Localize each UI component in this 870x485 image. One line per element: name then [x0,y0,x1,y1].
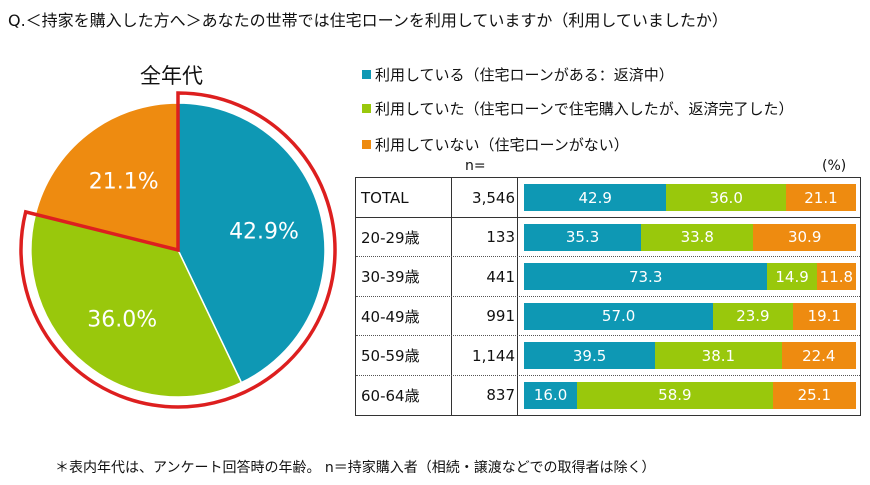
bar-segment-not-used: 25.1 [772,381,856,409]
bar-data-label: 19.1 [807,307,841,325]
table-row: 20-29歳 133 35.3 33.8 30.9 [356,216,860,258]
table-row: 50-59歳 1,144 39.5 38.1 22.4 [356,335,860,376]
row-n: 1,144 [472,346,515,365]
pie-slice-not-used [34,102,179,251]
bar-data-label: 73.3 [628,267,663,286]
bar-segment-not-used: 22.4 [781,342,856,369]
legend-swatch-using [362,70,371,79]
bar-data-label: 38.1 [701,346,736,365]
stacked-bar: 39.5 38.1 22.4 [524,342,856,369]
stacked-bar: 73.3 14.9 11.8 [524,263,856,290]
bar-data-label: 14.9 [775,267,809,286]
footnote: ＊表内年代は、アンケート回答時の年齢。 n＝持家購入者（相続・譲渡などでの取得者… [55,460,656,476]
unit-label: (%) [822,158,847,174]
bar-segment-used: 38.1 [655,342,782,369]
stacked-bar: 42.9 36.0 21.1 [524,184,856,211]
bar-segment-using: 73.3 [524,263,768,290]
table-row: 40-49歳 991 57.0 23.9 19.1 [356,295,860,337]
bar-segment-used: 36.0 [666,184,786,211]
bar-segment-using: 57.0 [524,302,714,330]
pie-title: 全年代 [140,64,203,88]
pie-data-label: 21.1% [89,169,159,194]
legend-label: 利用している（住宅ローンがある：返済中） [375,66,674,84]
bar-segment-not-used: 21.1 [785,184,856,211]
table-row: 60-64歳 837 16.0 58.9 25.1 [356,374,860,416]
table-row: 30-39歳 441 73.3 14.9 11.8 [356,256,860,297]
bar-data-label: 23.9 [736,307,770,325]
row-n: 991 [486,307,515,326]
legend-label: 利用していた（住宅ローンで住宅購入したが、返済完了した） [375,100,794,118]
row-label: 40-49歳 [361,307,420,326]
bar-segment-used: 33.8 [641,223,754,251]
bar-segment-not-used: 30.9 [753,223,856,251]
bar-segment-used: 58.9 [577,381,773,409]
pie-chart: 42.9% 36.0% 21.1% [19,91,337,409]
row-label: TOTAL [361,188,409,207]
bar-segment-not-used: 11.8 [816,263,856,290]
table-row: TOTAL 3,546 42.9 36.0 21.1 [356,178,860,218]
bar-segment-using: 39.5 [524,342,656,369]
column-divider [517,178,518,415]
row-label: 20-29歳 [361,228,420,247]
row-label: 50-59歳 [361,347,420,366]
bar-data-label: 57.0 [601,307,636,325]
legend-swatch-not-used [362,140,371,149]
bar-segment-using: 35.3 [524,223,642,251]
row-n: 441 [486,267,515,286]
n-header: n= [465,158,486,174]
bar-data-label: 36.0 [709,188,743,207]
bar-data-label: 25.1 [797,386,832,404]
row-n: 133 [486,228,515,247]
bar-segment-used: 14.9 [767,263,817,290]
bar-data-label: 33.8 [680,228,714,246]
bar-data-label: 30.9 [787,228,822,246]
bar-data-label: 11.8 [819,267,854,286]
column-divider [451,178,452,415]
stacked-bar: 16.0 58.9 25.1 [524,381,856,409]
row-label: 60-64歳 [361,386,420,405]
row-label: 30-39歳 [361,268,420,287]
bar-data-label: 35.3 [565,228,600,246]
bar-data-label: 21.1 [804,188,838,207]
legend-label: 利用していない（住宅ローンがない） [375,136,629,154]
bar-segment-using: 16.0 [524,381,578,409]
bar-data-label: 22.4 [802,346,836,365]
pie-data-label: 42.9% [229,219,299,244]
question-title: Q.＜持家を購入した方へ＞あなたの世帯では住宅ローンを利用していますか（利用して… [8,11,728,30]
bar-data-label: 58.9 [658,386,692,404]
bar-data-label: 39.5 [572,346,607,365]
legend-item-using: 利用している（住宅ローンがある：返済中） [362,64,674,85]
legend-item-used: 利用していた（住宅ローンで住宅購入したが、返済完了した） [362,98,794,119]
stacked-bar: 57.0 23.9 19.1 [524,302,856,330]
pie-slice-using [177,102,326,384]
pie-slice-used [30,213,243,398]
highlight-outline [19,91,337,409]
bar-segment-using: 42.9 [524,184,667,211]
pie-data-label: 36.0% [87,307,157,332]
stacked-bar: 35.3 33.8 30.9 [524,223,856,251]
bar-segment-used: 23.9 [713,302,793,330]
bar-segment-not-used: 19.1 [792,302,856,330]
legend-item-not-used: 利用していない（住宅ローンがない） [362,134,629,155]
row-n: 3,546 [472,188,515,207]
bar-data-label: 16.0 [533,386,568,404]
row-n: 837 [486,386,515,405]
bar-data-label: 42.9 [578,188,612,207]
legend-swatch-used [362,104,371,113]
stacked-bar-table: TOTAL 3,546 42.9 36.0 21.1 20-29歳 133 35.3 33.8 3… [355,177,861,416]
